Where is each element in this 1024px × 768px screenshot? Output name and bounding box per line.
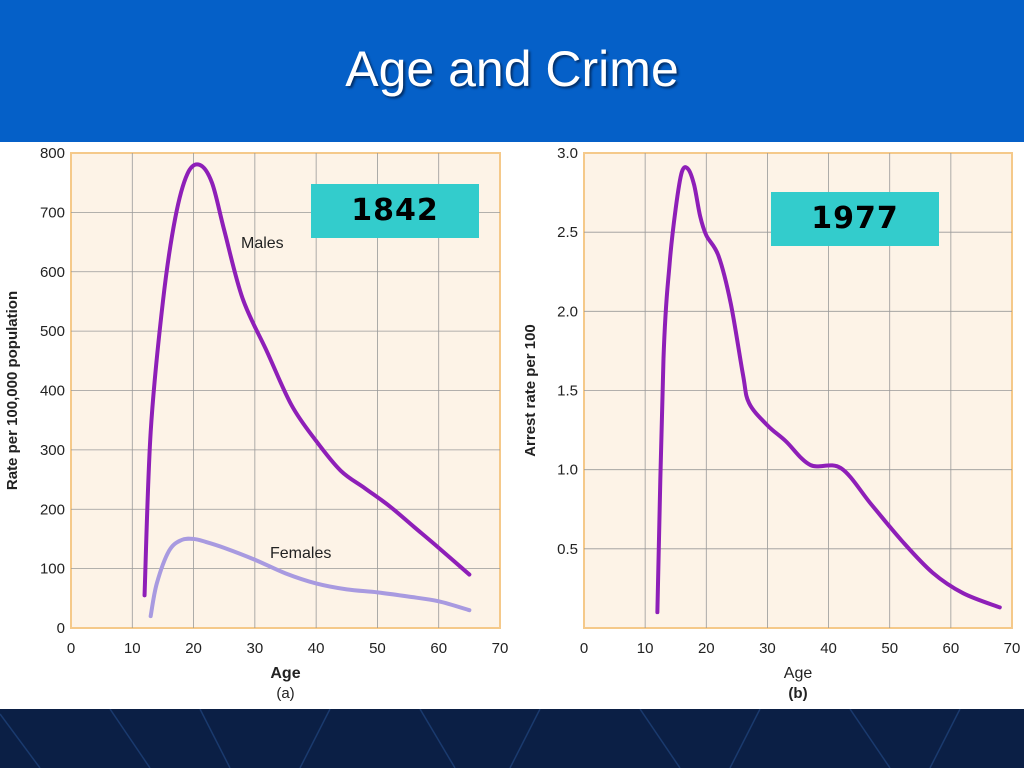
panel-label: (a) — [276, 685, 294, 702]
y-tick-label: 500 — [40, 323, 65, 340]
year-badge-1842: 1842 — [311, 184, 479, 238]
y-axis-label: Rate per 100,000 population — [4, 291, 21, 490]
series-line-males — [142, 162, 472, 598]
x-tick-label: 40 — [308, 640, 325, 657]
x-tick-label: 30 — [759, 640, 776, 657]
y-tick-label: 600 — [40, 264, 65, 281]
x-tick-label: 20 — [185, 640, 202, 657]
x-tick-label: 40 — [820, 640, 837, 657]
series-line-arrest-rate — [655, 165, 1002, 615]
x-tick-label: 70 — [1004, 640, 1021, 657]
x-axis-label: Age — [270, 665, 300, 682]
y-tick-label: 2.5 — [557, 224, 578, 241]
panel-label: (b) — [788, 685, 807, 702]
x-tick-label: 70 — [492, 640, 509, 657]
x-tick-label: 20 — [698, 640, 715, 657]
y-axis-label: Arrest rate per 100 — [522, 324, 539, 457]
y-tick-label: 1.5 — [557, 383, 578, 400]
x-tick-label: 10 — [124, 640, 141, 657]
y-tick-label: 2.0 — [557, 303, 578, 320]
y-tick-label: 700 — [40, 204, 65, 221]
series-label-females: Females — [270, 545, 331, 562]
x-tick-label: 50 — [369, 640, 386, 657]
y-tick-label: 200 — [40, 501, 65, 518]
y-tick-label: 400 — [40, 383, 65, 400]
x-tick-label: 10 — [637, 640, 654, 657]
y-tick-label: 300 — [40, 442, 65, 459]
y-tick-label: 0.5 — [557, 541, 578, 558]
x-tick-label: 60 — [430, 640, 447, 657]
x-tick-label: 0 — [67, 640, 75, 657]
x-tick-label: 60 — [943, 640, 960, 657]
x-tick-label: 30 — [247, 640, 264, 657]
y-tick-label: 100 — [40, 561, 65, 578]
y-tick-label: 3.0 — [557, 145, 578, 162]
slide-footer — [0, 709, 1024, 768]
footer-pattern — [0, 709, 961, 768]
x-tick-label: 0 — [580, 640, 588, 657]
x-axis-label: Age — [784, 665, 813, 682]
x-tick-label: 50 — [881, 640, 898, 657]
series-line-females — [148, 536, 472, 619]
series-label-males: Males — [241, 235, 284, 252]
y-tick-label: 800 — [40, 145, 65, 162]
slide-title: Age and Crime — [345, 41, 679, 97]
y-tick-label: 0 — [57, 620, 65, 637]
slide-header: Age and Crime — [0, 0, 1024, 142]
year-badge-1977: 1977 — [771, 192, 939, 246]
y-tick-label: 1.0 — [557, 462, 578, 479]
slide-content: 0 10 20 30 40 50 60 70 0 100 200 300 400 500 600 700 800… — [0, 142, 1024, 709]
